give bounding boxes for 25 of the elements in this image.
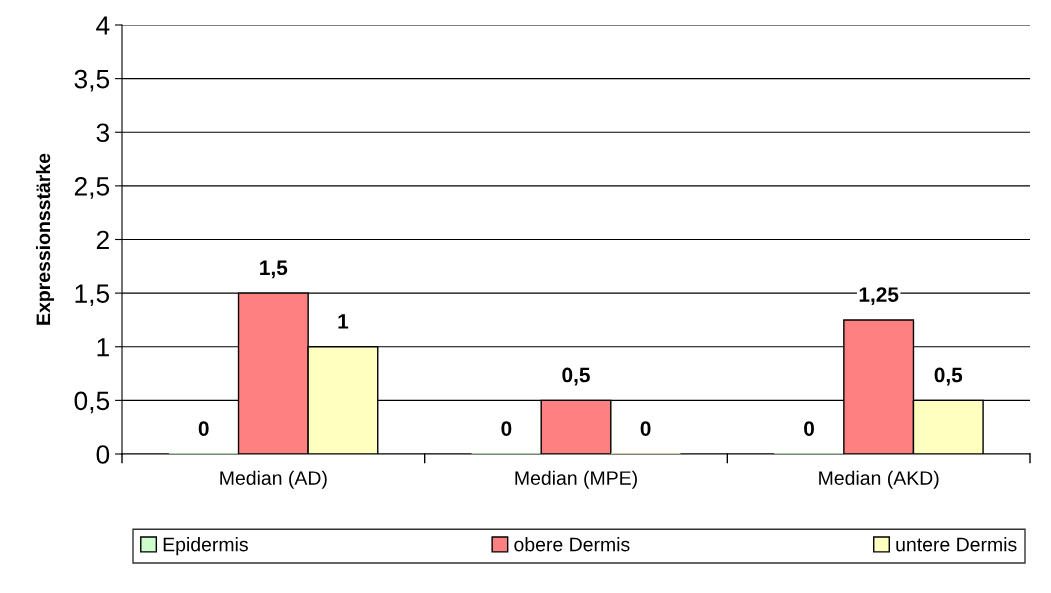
data-label: 0,5	[562, 367, 590, 386]
y-tick-label: 3,5	[74, 69, 110, 92]
data-label: 0,5	[934, 367, 963, 386]
data-label: 1,25	[859, 287, 899, 305]
x-tick-label: Median (AD)	[220, 470, 327, 489]
y-tick-label: 3	[96, 123, 110, 143]
y-tick-label: 1,5	[75, 284, 110, 307]
y-tick-label: 2	[96, 230, 109, 250]
y-tick-label: 2,5	[74, 177, 110, 199]
data-label: 1,5	[260, 260, 288, 279]
legend-label: untere Dermis	[896, 537, 1017, 552]
data-label: 0	[198, 421, 209, 436]
y-tick-label: 0	[96, 445, 110, 464]
y-axis-title: Expressionsstärke	[35, 153, 55, 325]
data-label: 0	[501, 421, 512, 436]
legend-label: obere Dermis	[514, 537, 630, 552]
x-tick-label: Median (AKD)	[819, 470, 939, 489]
data-label: 0	[640, 421, 651, 436]
y-tick-label: 0,5	[74, 391, 110, 414]
data-label: 1	[338, 314, 349, 329]
x-tick-label: Median (MPE)	[515, 470, 637, 489]
data-label: 0	[804, 421, 814, 436]
y-tick-label: 4	[96, 16, 110, 35]
legend-label: Epidermis	[163, 537, 248, 556]
y-tick-label: 1	[97, 338, 109, 357]
